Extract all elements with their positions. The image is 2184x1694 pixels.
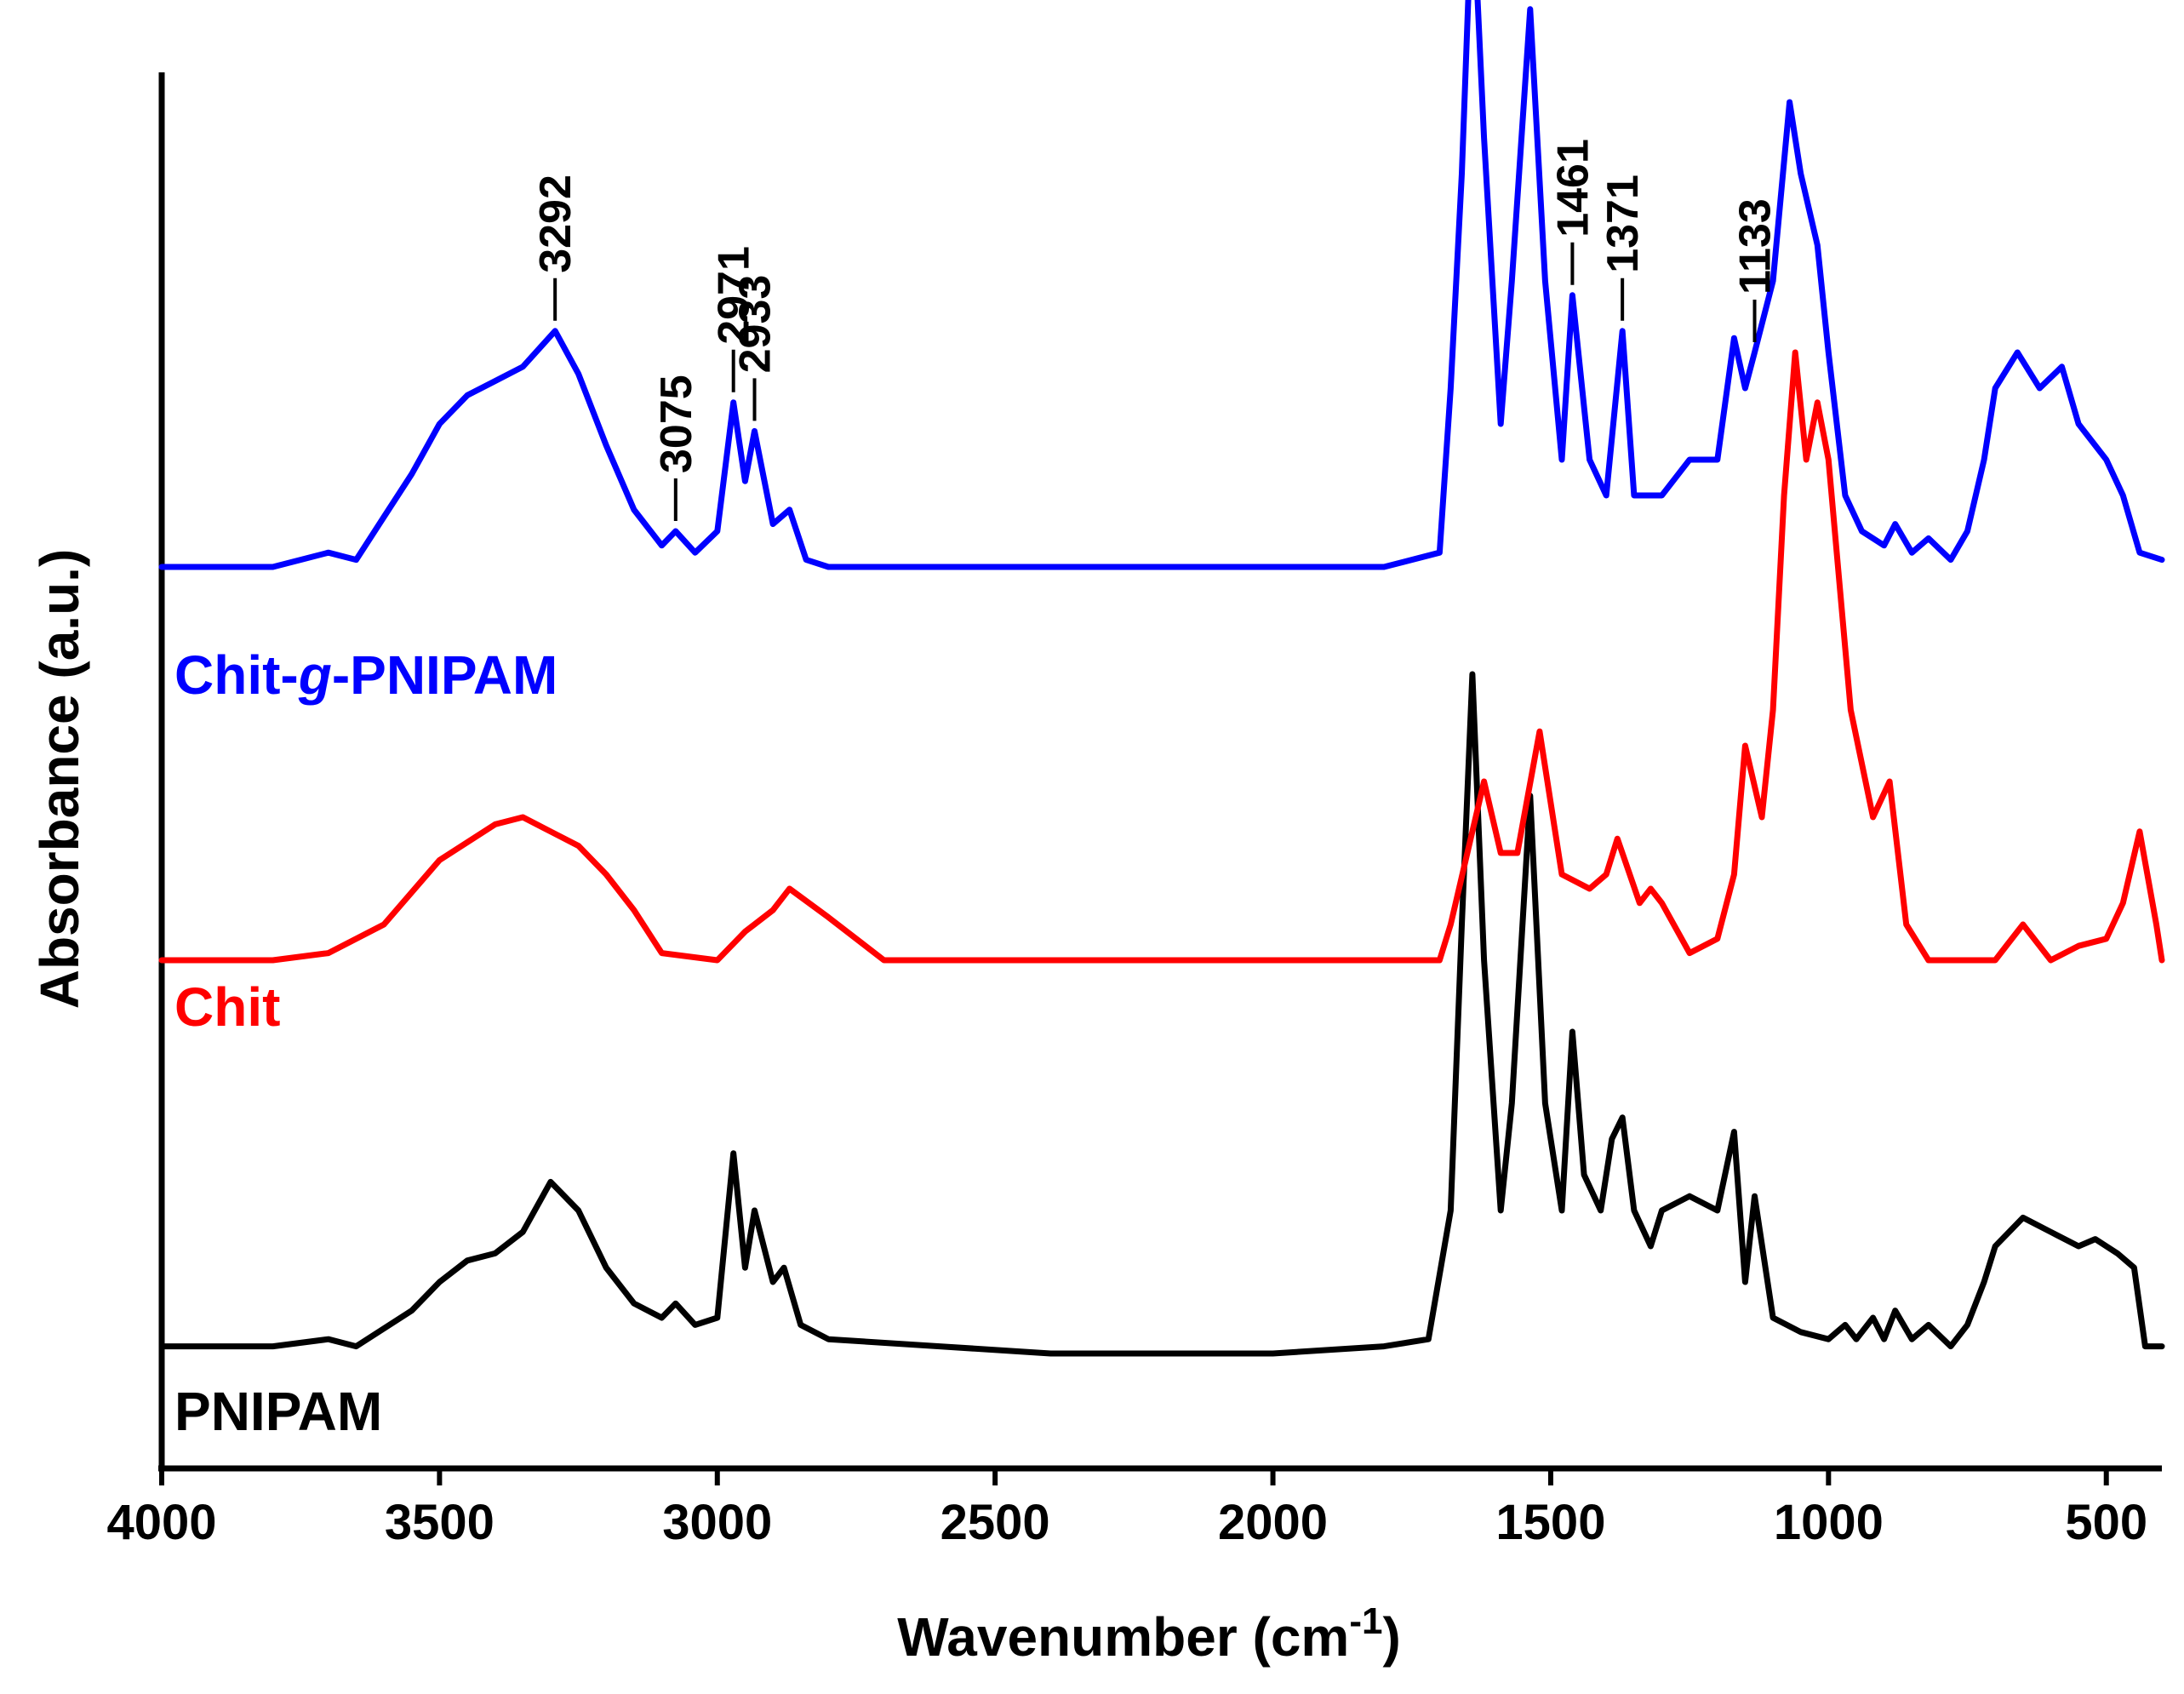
series-line-chit-g-pnipam (158, 0, 2165, 570)
x-tick-label: 1500 (1495, 1495, 1605, 1550)
peak-label-2933: 2933 (731, 275, 780, 374)
series-label-pnipam: PNIPAM (174, 1381, 382, 1442)
x-axis-title: Wavenumber (cm-1) (897, 1600, 1401, 1668)
series-group (158, 0, 2165, 1357)
peak-label-2971: 2971 (710, 246, 759, 345)
series-line-chit (158, 349, 2165, 964)
x-tick-label: 2000 (1218, 1495, 1328, 1550)
series-label-chit-g-pnipam: Chit-g-PNIPAM (174, 644, 557, 706)
x-tick-label: 3000 (662, 1495, 772, 1550)
x-tick-label: 500 (2065, 1495, 2147, 1550)
peak-annotations: 329230752971293316411537146113711133 (531, 139, 1781, 521)
peak-label-1371: 1371 (1598, 175, 1648, 273)
x-tick-label: 1000 (1774, 1495, 1884, 1550)
x-tick-label: 4000 (106, 1495, 216, 1550)
peak-label-1133: 1133 (1731, 198, 1781, 295)
peak-label-3075: 3075 (652, 375, 701, 473)
x-tick-label: 2500 (940, 1495, 1050, 1550)
x-tick-label: 3500 (385, 1495, 495, 1550)
peak-label-3292: 3292 (531, 175, 580, 273)
series-label-chit: Chit (174, 976, 280, 1038)
peak-label-1461: 1461 (1548, 139, 1598, 238)
series-line-pnipam (158, 671, 2165, 1357)
y-axis-title: Absorbance (a.u.) (29, 549, 90, 1010)
x-ticks: 4000 3500 3000 2500 2000 1500 1000 500 (106, 1468, 2147, 1550)
